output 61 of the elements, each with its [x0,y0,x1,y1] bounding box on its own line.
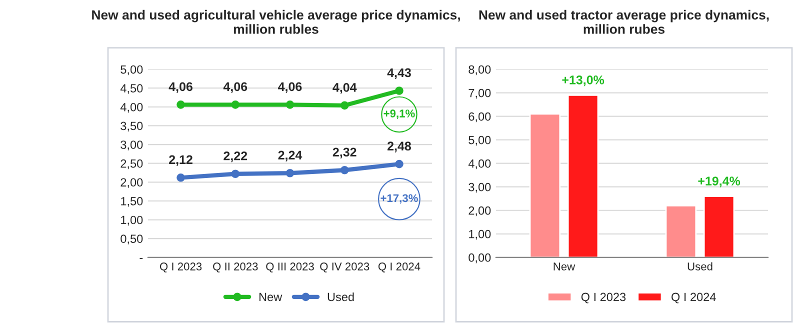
bar [529,113,561,258]
y-tick-label: 1,00 [121,216,143,226]
y-tick-label: 2,00 [120,178,143,188]
legend-label: Used [328,292,354,302]
point [395,86,404,95]
y-tick-label: 8,00 [468,65,491,76]
annotation: +17,3% [380,194,418,204]
data-label: 2,22 [224,151,248,162]
data-label: 2,24 [278,150,302,162]
y-tick-label: 3,00 [120,140,143,150]
y-tick-label: 1,50 [121,197,143,207]
point [395,160,404,168]
x-tick-label: Q I 2024 [378,262,420,272]
y-tick-label: 0,00 [468,253,491,264]
point [176,173,185,182]
y-tick-label: 3,50 [120,122,143,132]
x-tick-label: New [554,262,576,270]
y-tick-label: 2,50 [120,159,143,170]
annotation: +19,4% [698,176,740,188]
bar [665,204,697,258]
y-tick-label: 1,00 [469,230,491,240]
point [231,100,240,109]
data-label: 2,32 [332,148,356,158]
y-tick-label: 6,00 [468,112,491,122]
legend-label: Q I 2024 [672,292,716,304]
x-tick-label: Used [688,262,712,270]
y-tick-label: 5,00 [468,136,491,146]
y-tick-label: 2,00 [468,206,491,216]
annotation: +13,0% [562,76,604,86]
point [340,101,349,110]
y-tick-label: - [140,258,143,260]
chart-title: New and used agricultural vehicle average price dynamics, million rubles [92,10,460,34]
x-tick-label: Q II 2023 [213,262,258,272]
bar [703,196,735,258]
legend-label: New [259,292,282,302]
data-label: 4,43 [387,68,411,79]
x-tick-label: Q III 2023 [266,262,314,272]
data-label: 4,06 [223,82,248,93]
data-label: 4,04 [332,82,357,94]
y-tick-label: 4,00 [120,102,143,113]
y-tick-label: 5,00 [120,65,143,76]
y-tick-label: 3,00 [468,182,491,193]
point [340,166,349,174]
annotation: +9,1% [384,110,415,120]
point [176,100,185,109]
point [286,168,294,178]
data-label: 4,06 [168,82,192,93]
bar [567,94,599,258]
y-tick-label: 0,50 [120,234,143,244]
data-label: 4,06 [278,82,302,93]
data-label: 2,12 [169,155,192,166]
y-tick-label: 4,00 [468,159,491,170]
x-tick-label: Q IV 2023 [320,262,370,272]
data-label: 2,48 [388,142,412,152]
y-tick-label: 7,00 [468,88,491,99]
legend-label: Q I 2023 [581,292,626,304]
point [286,100,294,109]
x-tick-label: Q I 2023 [160,262,202,272]
chart-title: New and used tractor average price dynamics, million rubes [479,10,769,34]
y-tick-label: 4,50 [120,84,143,94]
point [231,170,240,178]
